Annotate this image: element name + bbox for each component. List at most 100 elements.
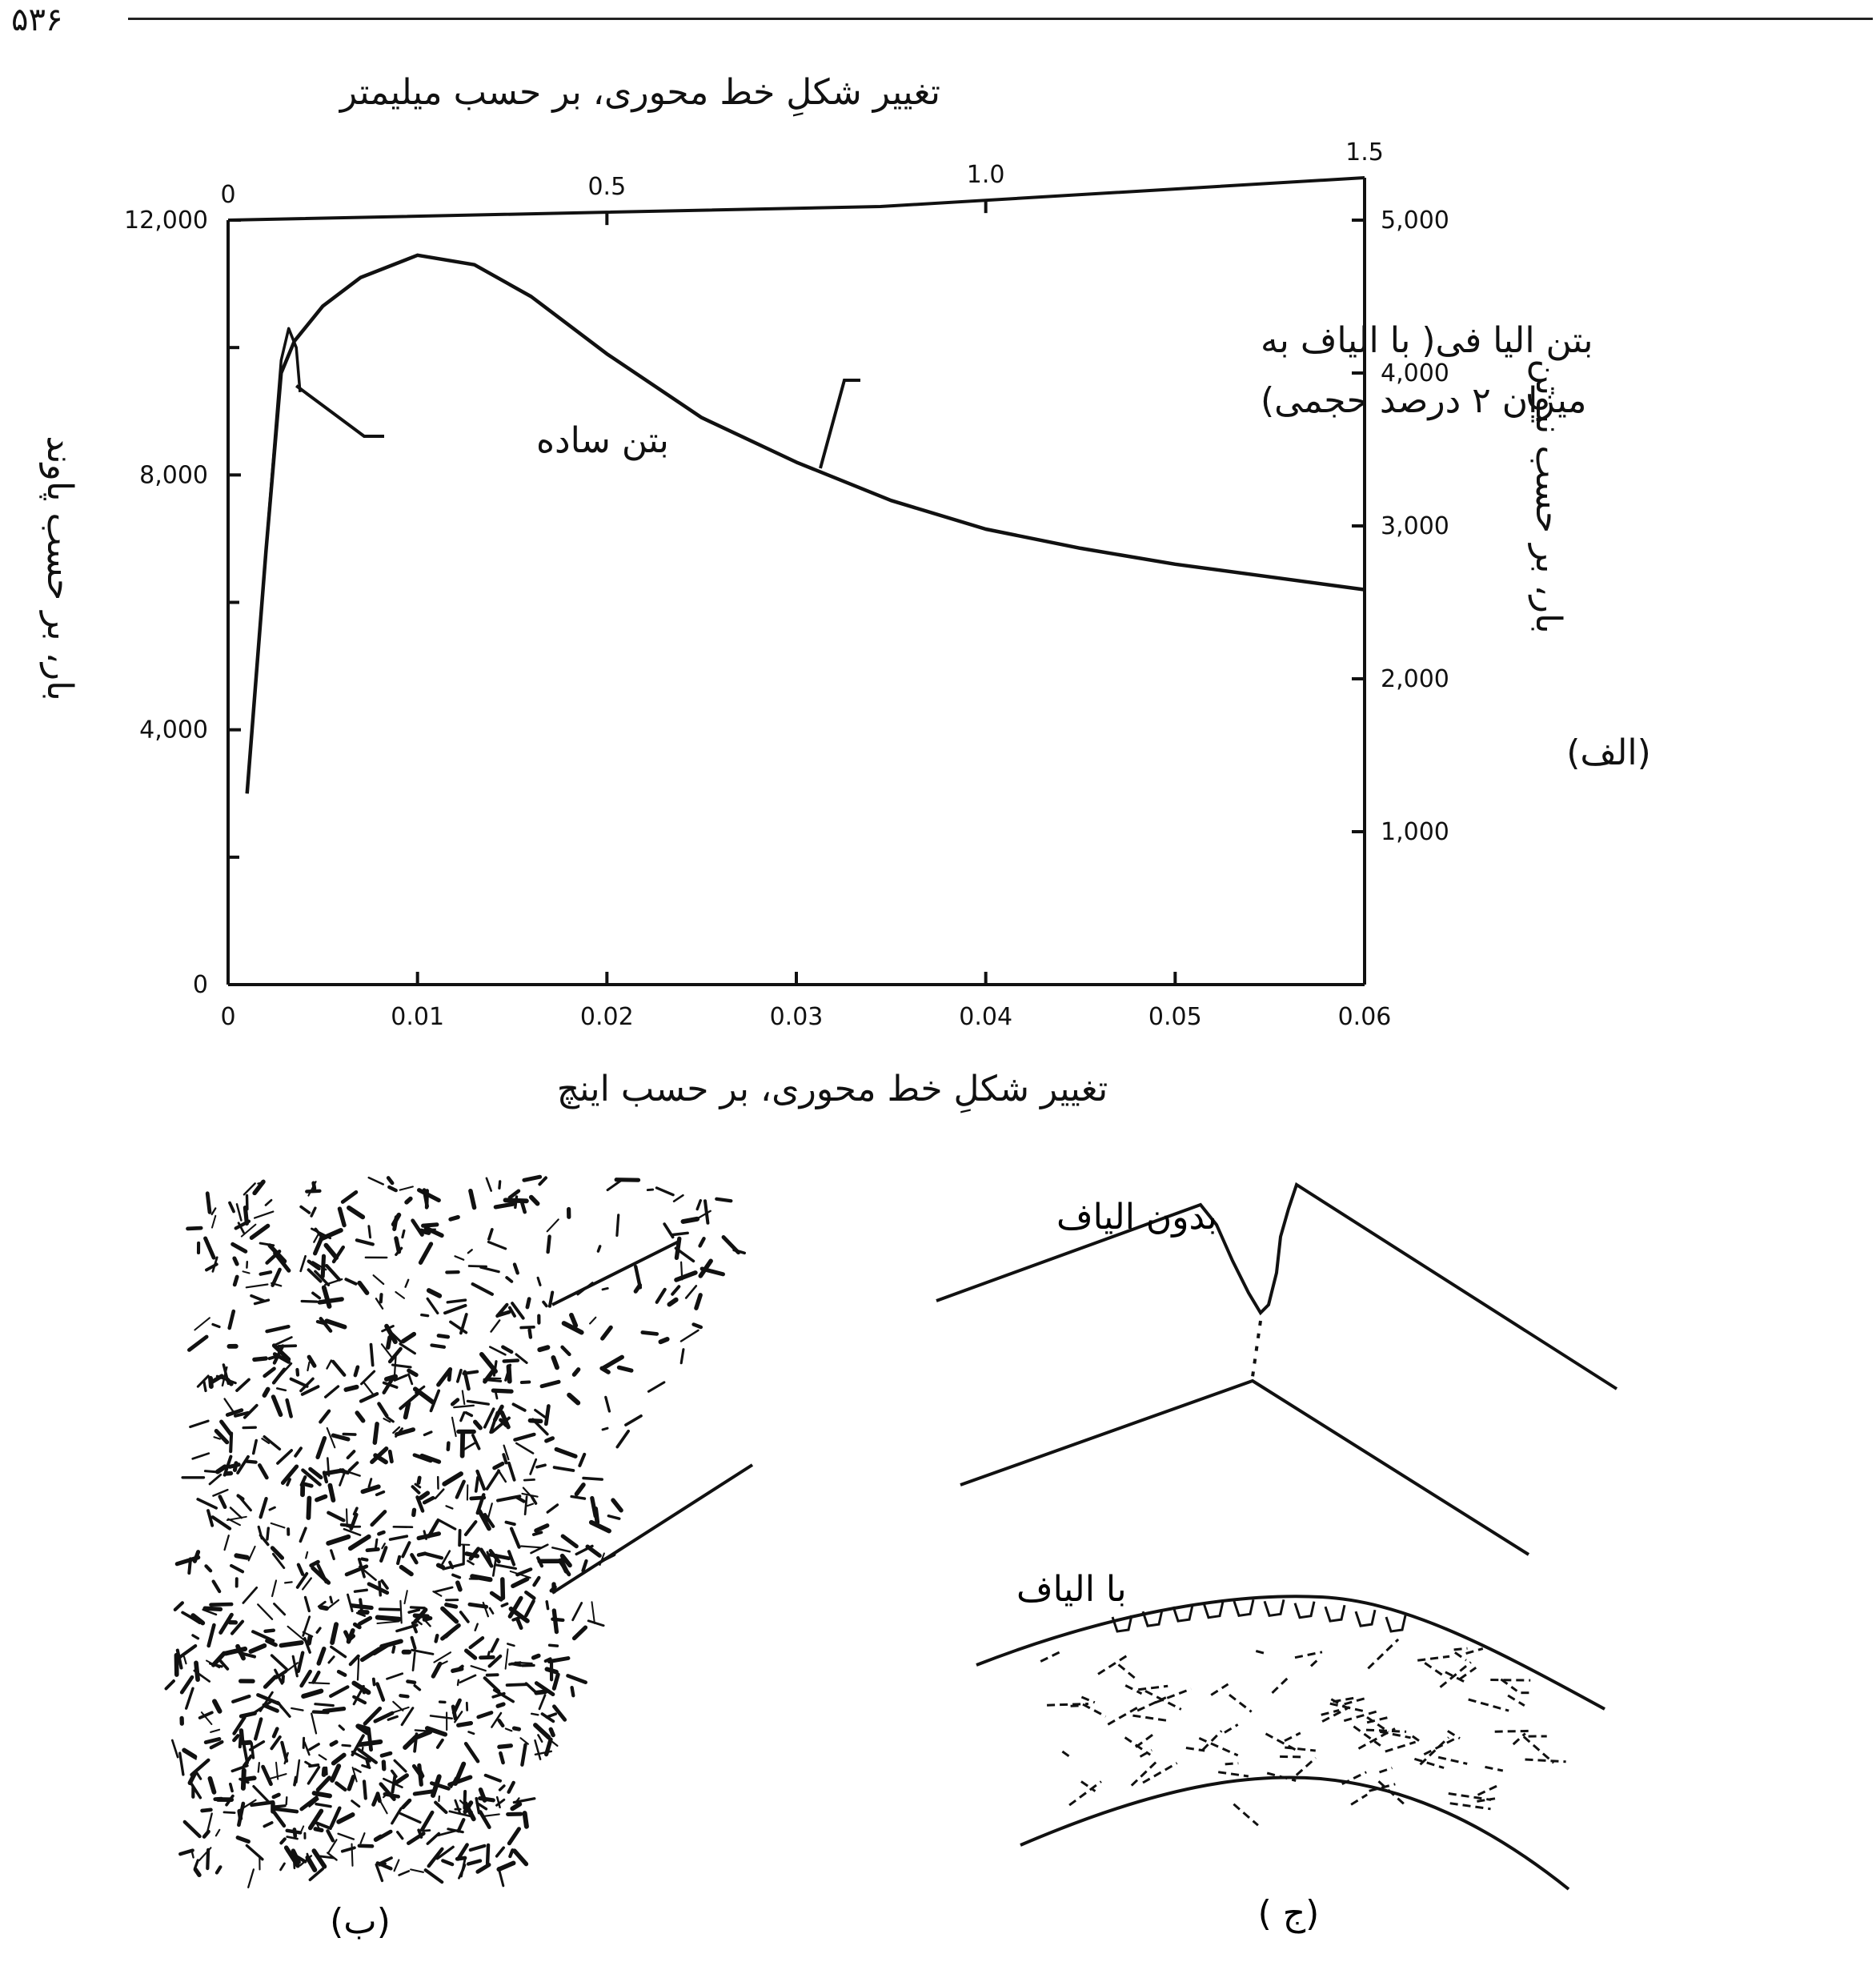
- fiber-dash: [1343, 1710, 1377, 1723]
- photo-fleck: [483, 1512, 495, 1528]
- photo-fleck: [352, 1695, 367, 1705]
- photo-fleck: [543, 1657, 552, 1663]
- photo-fleck: [363, 1382, 375, 1395]
- photo-fleck: [308, 1763, 320, 1768]
- photo-fleck: [203, 1470, 218, 1474]
- photo-fleck: [182, 1655, 187, 1665]
- photo-fleck: [478, 1810, 491, 1829]
- photo-fleck: [340, 1846, 356, 1853]
- fiber-dash: [1229, 1694, 1253, 1713]
- photo-fleck: [679, 1261, 683, 1281]
- photo-fleck: [467, 1249, 473, 1254]
- photo-fleck: [443, 1303, 467, 1315]
- photo-fleck: [404, 1196, 413, 1205]
- photo-fleck: [393, 1759, 407, 1773]
- photo-fleck: [667, 1297, 679, 1307]
- photo-fleck: [455, 1580, 463, 1592]
- photo-fleck: [343, 1384, 359, 1392]
- photo-fleck: [313, 1236, 323, 1256]
- photo-fleck: [358, 1615, 373, 1627]
- photo-fleck: [214, 1828, 221, 1837]
- photo-fleck: [380, 1343, 395, 1361]
- photo-fleck: [463, 1648, 478, 1660]
- photo-fleck: [372, 1643, 391, 1656]
- x2-tick-label: 1.0: [967, 161, 1005, 189]
- photo-fleck: [396, 1555, 402, 1566]
- photo-fleck: [182, 1747, 198, 1759]
- photo-fleck: [379, 1751, 393, 1758]
- fiber-dash: [1070, 1704, 1083, 1707]
- photo-fleck: [548, 1727, 555, 1738]
- photo-fleck: [219, 1419, 233, 1437]
- photo-fleck: [633, 1282, 643, 1294]
- photo-fleck: [435, 1563, 446, 1570]
- photo-fleck: [338, 1724, 345, 1731]
- header-rule: [128, 18, 1873, 20]
- fiber-dash: [1139, 1748, 1152, 1758]
- photo-fleck: [399, 1694, 410, 1699]
- photo-fleck: [311, 1710, 330, 1715]
- x-tick-label: 0.03: [770, 1003, 824, 1031]
- leader-plain-concrete: [295, 384, 384, 438]
- panel-label-be: (ب): [330, 1901, 391, 1942]
- photo-fleck: [327, 1599, 340, 1610]
- photo-fleck: [535, 1463, 547, 1469]
- photo-fleck: [542, 1300, 548, 1308]
- photo-fleck: [533, 1723, 551, 1739]
- photo-fleck: [321, 1766, 327, 1777]
- photo-fleck: [498, 1180, 502, 1190]
- photo-fleck: [522, 1811, 529, 1829]
- load-deflection-chart: 0 0.01 0.02 0.03 0.04 0.05 0.06 0 4,000 8,000 12,0…: [39, 72, 1651, 1114]
- photo-fleck: [267, 1243, 287, 1264]
- y-axis-title: بار، بر حسب پاوند: [39, 435, 80, 700]
- fiber-dash: [1485, 1765, 1504, 1772]
- photo-fleck: [367, 1478, 373, 1488]
- photo-fleck: [570, 1685, 575, 1698]
- photo-fleck: [330, 1549, 335, 1561]
- photo-fleck: [200, 1808, 213, 1813]
- photo-fleck: [551, 1547, 571, 1553]
- photo-fleck: [512, 1797, 536, 1804]
- photo-fleck: [435, 1738, 444, 1749]
- photo-fleck: [600, 1325, 613, 1341]
- photo-fleck: [470, 1574, 493, 1583]
- photo-fleck: [257, 1463, 269, 1480]
- photo-fleck: [453, 1404, 475, 1409]
- photo-fleck: [251, 1438, 258, 1455]
- photo-fleck: [206, 1623, 216, 1648]
- photo-fleck: [534, 1681, 555, 1697]
- fiber-dash: [1423, 1736, 1457, 1756]
- photo-fleck: [495, 1798, 506, 1807]
- photo-fleck: [237, 1808, 243, 1821]
- photo-fleck: [308, 1743, 320, 1751]
- photo-fleck: [271, 1552, 286, 1570]
- photo-fleck: [466, 1859, 483, 1866]
- fiber-dash: [1449, 1802, 1491, 1811]
- fiber-dash: [1124, 1684, 1143, 1695]
- photo-fleck: [225, 1794, 234, 1807]
- photo-fleck: [295, 1571, 309, 1589]
- photo-fleck: [351, 1680, 371, 1695]
- photo-fleck: [435, 1845, 455, 1860]
- photo-fleck: [326, 1829, 335, 1843]
- photo-fleck: [175, 1648, 183, 1670]
- photo-fleck: [339, 1523, 354, 1527]
- fiber-dash: [1366, 1715, 1389, 1733]
- photo-fleck: [485, 1177, 493, 1192]
- photo-fleck: [674, 1270, 698, 1282]
- photo-fleck: [441, 1550, 451, 1565]
- photo-fleck: [571, 1625, 588, 1641]
- page-number: ۵۳۶: [11, 2, 63, 38]
- photo-fleck: [380, 1579, 389, 1590]
- photo-fleck: [232, 1274, 239, 1287]
- surface-notch: [1324, 1604, 1346, 1623]
- photo-fleck: [387, 1715, 399, 1721]
- photo-fleck: [243, 1182, 256, 1196]
- photo-fleck: [449, 1320, 468, 1334]
- fiber-dash: [1453, 1647, 1468, 1651]
- fiber-dash: [1477, 1784, 1498, 1796]
- photo-fleck: [419, 1810, 435, 1832]
- y2-tick-label: 1,000: [1381, 818, 1449, 846]
- photo-fleck: [444, 1603, 459, 1609]
- photo-fleck: [461, 1390, 466, 1406]
